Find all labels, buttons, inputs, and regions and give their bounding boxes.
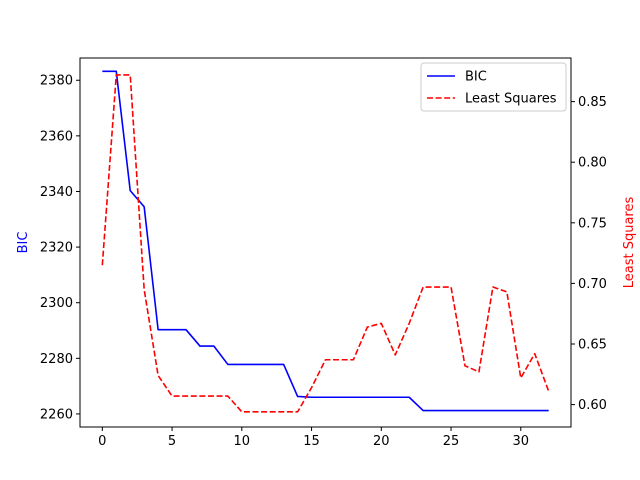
y-right-tick-label: 0.60 (578, 398, 607, 413)
y-right-axis: 0.60 0.65 0.70 0.75 0.80 0.85 (571, 95, 607, 413)
y-left-tick-label: 2340 (40, 185, 73, 200)
series-line-least-squares (101, 74, 550, 413)
y-left-axis: 2260 2280 2300 2320 2340 2360 2380 (40, 74, 80, 422)
x-tick-label: 20 (373, 434, 390, 449)
series-line-bic (102, 70, 549, 412)
y-right-tick-label: 0.75 (578, 216, 607, 231)
y-left-axis-label: BIC (16, 232, 31, 254)
y-left-tick-label: 2320 (40, 241, 73, 256)
series-layer (101, 70, 550, 413)
plot-frame (79, 57, 572, 428)
legend-box (420, 62, 567, 112)
y-right-axis-label: Least Squares (622, 197, 637, 289)
x-axis: 0 5 10 15 20 25 30 (98, 427, 529, 449)
x-tick-label: 0 (98, 434, 106, 449)
y-left-tick-label: 2280 (40, 352, 73, 367)
legend: BIC Least Squares (420, 62, 567, 112)
x-tick-label: 15 (303, 434, 320, 449)
y-left-tick-label: 2360 (40, 129, 73, 144)
y-left-tick-label: 2380 (40, 74, 73, 89)
x-tick-label: 30 (513, 434, 530, 449)
x-tick-label: 10 (234, 434, 251, 449)
legend-label-least-squares: Least Squares (465, 92, 557, 107)
y-left-tick-label: 2300 (40, 296, 73, 311)
x-tick-label: 5 (168, 434, 176, 449)
y-left-tick-label: 2260 (40, 407, 73, 422)
y-right-tick-label: 0.70 (578, 277, 607, 292)
y-right-tick-label: 0.65 (578, 337, 607, 352)
legend-label-bic: BIC (465, 70, 487, 85)
x-tick-label: 25 (443, 434, 460, 449)
y-right-tick-label: 0.80 (578, 156, 607, 171)
y-right-tick-label: 0.85 (578, 95, 607, 110)
